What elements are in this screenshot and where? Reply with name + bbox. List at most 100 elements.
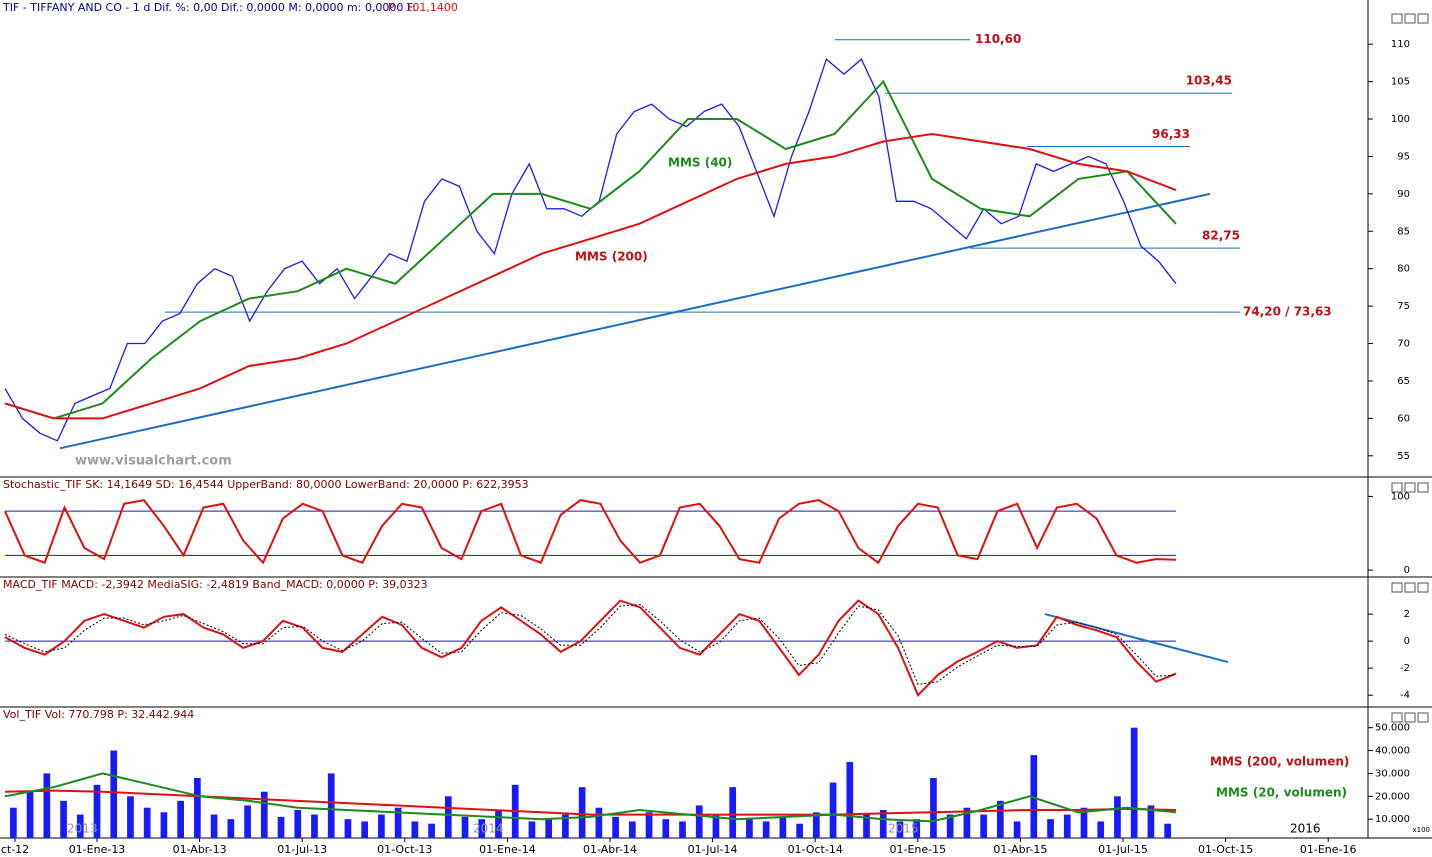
- volume-bar: [528, 821, 536, 838]
- volume-bar: [428, 823, 435, 838]
- volume-bar: [227, 819, 235, 838]
- y-tick-label: 30.000: [1375, 768, 1410, 779]
- y-tick-label: 50.000: [1375, 723, 1410, 734]
- volume-bar: [1097, 821, 1105, 838]
- volume-bar: [194, 777, 201, 838]
- y-tick-label: 40.000: [1375, 746, 1410, 757]
- volume-bar: [43, 773, 51, 838]
- y-tick-label: 2: [1404, 609, 1410, 620]
- panel-title: Vol_TIF Vol: 770.798 P: 32.442.944: [3, 708, 194, 721]
- volume-bar: [712, 814, 720, 838]
- volume-bar: [160, 812, 168, 838]
- y-tick-label: 10.000: [1375, 814, 1410, 825]
- series-line: [4, 499, 1177, 565]
- volume-bar: [762, 821, 770, 838]
- volume-bar: [411, 821, 419, 838]
- panel-control: [1391, 582, 1403, 593]
- level-label: 74,20 / 73,63: [1243, 305, 1332, 319]
- volume-bar: [545, 819, 553, 838]
- volume-bar: [210, 814, 218, 838]
- x-tick-label: 01-Ene-15: [889, 843, 946, 856]
- volume-bar: [863, 814, 870, 838]
- volume-bar: [110, 750, 118, 838]
- series-label: MMS (20, volumen): [1216, 786, 1347, 800]
- unit-label: x100: [1412, 826, 1430, 834]
- watermark: www.visualchart.com: [75, 454, 232, 469]
- volume-bar: [980, 814, 987, 838]
- y-tick-label: 105: [1391, 77, 1410, 88]
- x-tick-label: 01-Jul-14: [688, 843, 738, 856]
- chart-title: TIF - TIFFANY AND CO - 1 d Dif. %: 0,00 …: [2, 1, 416, 14]
- volume-bar: [461, 816, 469, 838]
- volume-bar: [478, 819, 486, 838]
- y-tick-label: 70: [1397, 339, 1410, 350]
- level-label: 110,60: [975, 32, 1021, 46]
- volume-bar: [796, 823, 803, 838]
- x-tick-label: 01-Oct-15: [1198, 843, 1253, 856]
- x-tick-label: 01-Abr-15: [993, 843, 1047, 856]
- volume-bar: [26, 791, 34, 838]
- y-tick-label: 0: [1404, 565, 1410, 576]
- volume-bar: [1063, 814, 1071, 838]
- volume-bar: [361, 821, 369, 838]
- volume-bar: [1013, 821, 1021, 838]
- volume-bar: [1080, 807, 1088, 838]
- volume-bar: [277, 816, 285, 838]
- volume-bar: [628, 821, 636, 838]
- x-tick-label: 01-Abr-13: [173, 843, 227, 856]
- volume-bar: [60, 800, 67, 838]
- volume-bar: [595, 807, 603, 838]
- y-tick-label: 80: [1397, 264, 1410, 275]
- volume-bar: [10, 807, 17, 838]
- volume-bar: [812, 812, 820, 838]
- panel-title: MACD_TIF MACD: -2,3942 MediaSIG: -2,4819…: [3, 578, 428, 591]
- y-tick-label: 100: [1391, 491, 1410, 502]
- volume-bar: [127, 796, 134, 838]
- y-tick-label: 95: [1397, 151, 1410, 162]
- volume-bar: [612, 816, 619, 838]
- x-tick-label: 01-Jul-15: [1098, 843, 1148, 856]
- volume-bar: [244, 805, 251, 838]
- volume-bar: [746, 819, 753, 838]
- y-tick-label: 90: [1397, 189, 1410, 200]
- volume-bar: [662, 819, 670, 838]
- year-label: 2013: [67, 822, 98, 836]
- volume-bar: [260, 791, 268, 838]
- panel-control: [1417, 13, 1429, 24]
- volume-bar: [1030, 755, 1038, 838]
- year-label: 2016: [1290, 822, 1321, 836]
- y-tick-label: 65: [1397, 376, 1410, 387]
- x-tick-label: 01-Oct-14: [788, 843, 843, 856]
- volume-bar: [879, 810, 887, 838]
- panel-control: [1417, 712, 1429, 723]
- panel-control: [1391, 712, 1403, 723]
- volume-bar: [327, 773, 335, 838]
- volume-bar: [946, 814, 954, 838]
- y-tick-label: 0: [1404, 636, 1410, 647]
- volume-bar: [846, 761, 854, 838]
- y-tick-label: 85: [1397, 226, 1410, 237]
- volume-bar: [578, 787, 586, 838]
- x-tick-label: 01-Ene-14: [479, 843, 536, 856]
- x-tick-label: 01-Jul-13: [277, 843, 327, 856]
- y-tick-label: -4: [1400, 690, 1410, 701]
- panel-control: [1404, 582, 1416, 593]
- level-label: 82,75: [1202, 229, 1240, 243]
- series-line: [4, 599, 1177, 697]
- series-label: MMS (200, volumen): [1210, 755, 1349, 769]
- year-label: 2014: [473, 822, 504, 836]
- y-tick-label: 60: [1397, 413, 1410, 424]
- series-line: [4, 132, 1177, 420]
- volume-bar: [394, 807, 402, 838]
- volume-bar: [930, 777, 937, 838]
- y-tick-label: 75: [1397, 301, 1410, 312]
- volume-bar: [444, 796, 452, 838]
- x-tick-label: 01-Abr-14: [583, 843, 637, 856]
- volume-bar: [896, 821, 904, 838]
- volume-bar: [779, 816, 787, 838]
- volume-bar: [963, 807, 971, 838]
- volume-bar: [344, 819, 352, 838]
- panel-title: Stochastic_TIF SK: 14,1649 SD: 16,4544 U…: [3, 478, 529, 491]
